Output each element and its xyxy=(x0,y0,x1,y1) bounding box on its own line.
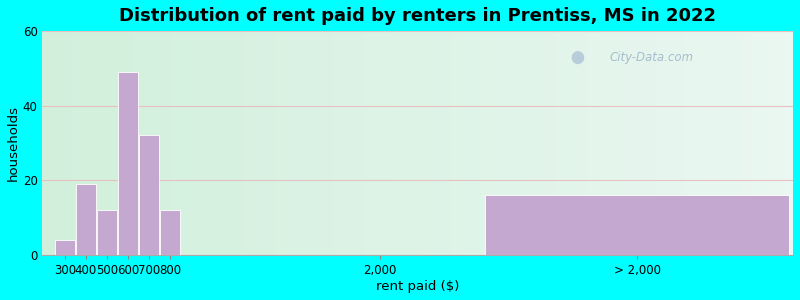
Bar xyxy=(486,195,790,255)
X-axis label: rent paid ($): rent paid ($) xyxy=(376,280,459,293)
Bar xyxy=(98,210,117,255)
Bar xyxy=(118,72,138,255)
Bar xyxy=(139,136,158,255)
Y-axis label: households: households xyxy=(7,105,20,181)
Text: City-Data.com: City-Data.com xyxy=(609,51,694,64)
Title: Distribution of rent paid by renters in Prentiss, MS in 2022: Distribution of rent paid by renters in … xyxy=(119,7,716,25)
Bar xyxy=(160,210,180,255)
Bar xyxy=(55,240,74,255)
Text: ⬤: ⬤ xyxy=(570,51,584,64)
Bar xyxy=(76,184,96,255)
